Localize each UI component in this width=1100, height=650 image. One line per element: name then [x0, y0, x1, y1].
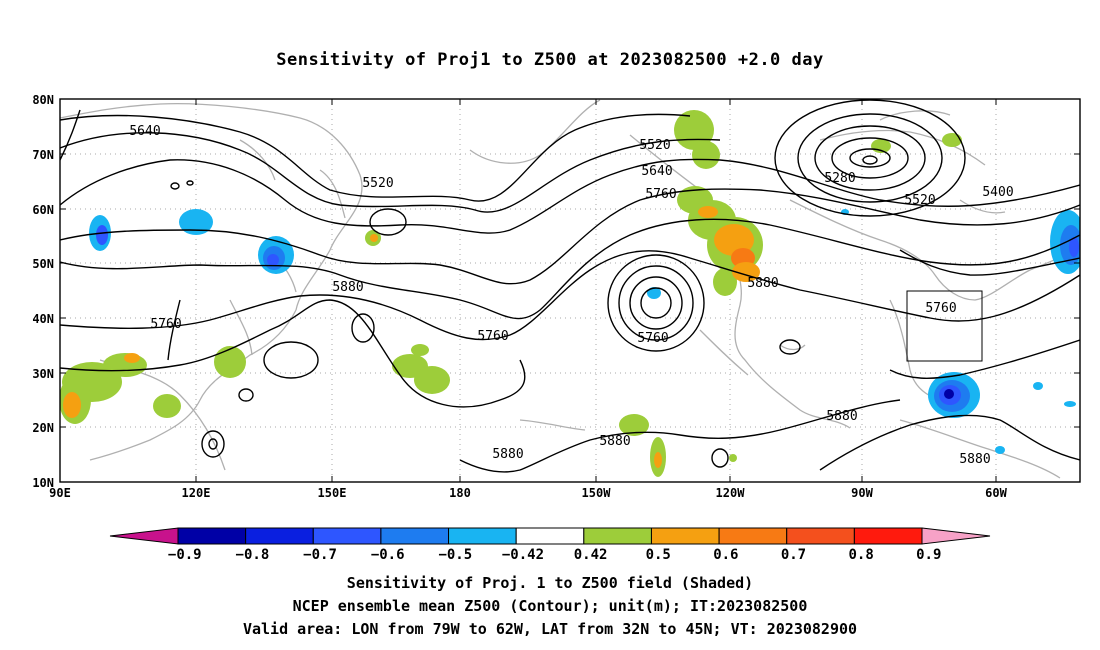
colorbar-label: −0.8: [236, 547, 270, 563]
contour-label: 5880: [599, 434, 630, 449]
contour-label: 5760: [477, 329, 508, 344]
lat-label: 30N: [32, 367, 54, 381]
contour-label: 5880: [332, 280, 363, 295]
contour-label: 5760: [637, 331, 668, 346]
colorbar-labels: −0.9 −0.8 −0.7 −0.6 −0.5 −0.42 0.42 0.5 0.6 0.7 0.…: [168, 547, 942, 563]
contour-label: 5880: [492, 447, 523, 462]
lat-labels: 80N 70N 60N 50N 40N 30N 20N 10N: [32, 93, 54, 490]
contour-label: 5760: [645, 187, 676, 202]
contour-labels: 5640 5520 5880 5760 5520 5640 5760 5760 …: [129, 124, 1013, 467]
colorbar-label: −0.9: [168, 547, 202, 563]
colorbar-over-triangle: [921, 527, 991, 545]
contour-label: 5520: [362, 176, 393, 191]
coastlines: [60, 99, 1080, 479]
lon-label: 150E: [318, 486, 347, 500]
colorbar-box: [177, 527, 247, 545]
colorbar-box: [380, 527, 450, 545]
colorbar-label: 0.9: [916, 547, 941, 563]
colorbar-label: 0.5: [646, 547, 671, 563]
contour-label: 5760: [150, 317, 181, 332]
z500-contours: [60, 99, 1080, 473]
sensitivity-shading: [60, 110, 1080, 477]
contour-label: 5880: [747, 276, 778, 291]
lat-label: 70N: [32, 148, 54, 162]
lat-label: 60N: [32, 203, 54, 217]
contour-label: 5280: [824, 171, 855, 186]
contour-label: 5400: [982, 185, 1013, 200]
valid-area-box: [906, 290, 983, 362]
colorbar-label: 0.42: [574, 547, 608, 563]
lon-label: 180: [449, 486, 471, 500]
lon-label: 90W: [851, 486, 873, 500]
colorbar-label: −0.42: [502, 547, 544, 563]
map-frame: [59, 98, 1081, 483]
lat-label: 50N: [32, 257, 54, 271]
caption-line-3: Valid area: LON from 79W to 62W, LAT fro…: [242, 620, 858, 638]
colorbar-label: 0.8: [848, 547, 873, 563]
colorbar-under-triangle: [109, 527, 179, 545]
colorbar-label: −0.6: [371, 547, 405, 563]
contour-label: 5880: [826, 409, 857, 424]
colorbar-box: [515, 527, 585, 545]
axis-ticks: [60, 98, 1080, 483]
caption-line-2: NCEP ensemble mean Z500 (Contour); unit(…: [292, 597, 808, 615]
colorbar-label: 0.7: [781, 547, 806, 563]
lat-label: 20N: [32, 421, 54, 435]
colorbar: −0.9 −0.8 −0.7 −0.6 −0.5 −0.42 0.42 0.5 0.6 0.7 0.…: [109, 527, 991, 563]
colorbar-box: [312, 527, 382, 545]
colorbar-label: −0.7: [303, 547, 337, 563]
lat-label: 10N: [32, 476, 54, 490]
caption-line-1: Sensitivity of Proj. 1 to Z500 field (Sh…: [346, 574, 754, 592]
colorbar-label: −0.5: [438, 547, 472, 563]
lon-label: 60W: [985, 486, 1007, 500]
contour-label: 5520: [904, 193, 935, 208]
colorbar-box: [650, 527, 720, 545]
colorbar-box: [718, 527, 788, 545]
contour-label: 5640: [129, 124, 160, 139]
contour-label: 5520: [639, 138, 670, 153]
colorbar-box: [448, 527, 517, 545]
lon-label: 150W: [582, 486, 612, 500]
colorbar-boxes: [177, 527, 923, 545]
colorbar-box: [786, 527, 855, 545]
colorbar-box: [245, 527, 314, 545]
lon-label: 90E: [49, 486, 71, 500]
contour-label: 5880: [959, 452, 990, 467]
colorbar-box: [853, 527, 923, 545]
lat-label: 80N: [32, 93, 54, 107]
lon-label: 120E: [182, 486, 211, 500]
contour-label: 5640: [641, 164, 672, 179]
colorbar-box: [583, 527, 652, 545]
lon-label: 120W: [716, 486, 746, 500]
plot-title: Sensitivity of Proj1 to Z500 at 20230825…: [276, 50, 824, 70]
colorbar-label: 0.6: [713, 547, 738, 563]
lat-label: 40N: [32, 312, 54, 326]
contour-label: 5760: [925, 301, 956, 316]
lon-labels: 90E 120E 150E 180 150W 120W 90W 60W: [49, 486, 1007, 500]
